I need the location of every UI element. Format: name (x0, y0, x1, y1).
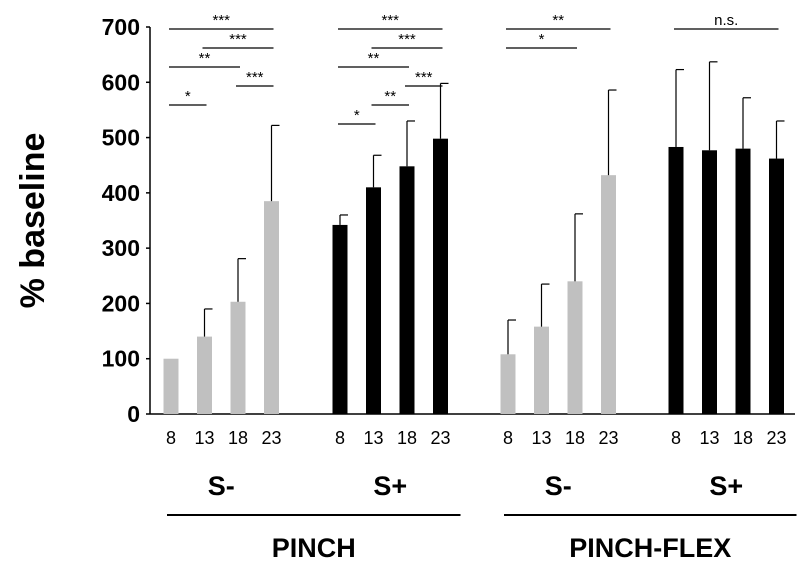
y-tick-label: 300 (102, 235, 140, 261)
x-tick-label: 18 (397, 428, 417, 448)
x-tick-label: 23 (766, 428, 786, 448)
x-tick-label: 18 (565, 428, 585, 448)
bar (769, 158, 784, 414)
error-bars (203, 61, 785, 355)
bar (163, 358, 179, 414)
x-tick-label: 18 (228, 428, 248, 448)
significance-label: *** (398, 31, 416, 48)
x-tick-label: 13 (531, 428, 551, 448)
significance-label: *** (415, 69, 433, 86)
x-tick-label: 23 (261, 428, 281, 448)
x-tick-label: 8 (671, 428, 681, 448)
bar (500, 354, 516, 414)
bar (366, 187, 381, 414)
bar (399, 166, 415, 414)
subgroup-label: S- (208, 471, 235, 501)
significance-label: *** (212, 12, 230, 29)
bar (601, 175, 616, 414)
y-axis-label: % baseline (14, 133, 52, 309)
x-tick-label: 13 (699, 428, 719, 448)
significance-label: *** (381, 12, 399, 29)
y-tick-label: 200 (102, 290, 140, 316)
bar (702, 150, 717, 414)
y-tick-label: 600 (102, 69, 140, 95)
bar (230, 301, 246, 414)
significance-label: *** (246, 69, 264, 86)
significance-label: ** (368, 50, 380, 67)
x-tick-label: 8 (166, 428, 176, 448)
x-tick-label: 8 (503, 428, 513, 448)
subgroup-label: S+ (373, 471, 407, 501)
y-tick-label: 100 (102, 346, 140, 372)
y-tick-label: 0 (127, 401, 140, 427)
bar (433, 138, 448, 415)
bar (264, 201, 279, 414)
x-tick-label: 18 (733, 428, 753, 448)
significance-label: * (354, 107, 360, 124)
significance-label: n.s. (714, 12, 738, 29)
labels: % baseline 8 13 18 23 8 13 18 23 8 13 18 23 8 13 18 23 S-… (14, 133, 797, 563)
condition-label: PINCH-FLEX (569, 533, 731, 563)
y-tick-label: 700 (102, 14, 140, 40)
bar (332, 224, 348, 414)
subgroup-label: S+ (709, 471, 743, 501)
x-tick-label: 13 (363, 428, 383, 448)
significance-label: *** (229, 31, 247, 48)
bar (735, 148, 751, 414)
significance-label: ** (552, 12, 564, 29)
x-tick-label: 8 (335, 428, 345, 448)
x-tick-label: 23 (430, 428, 450, 448)
x-tick-label: 13 (194, 428, 214, 448)
significance-label: * (539, 31, 545, 48)
significance-label: * (185, 88, 191, 105)
bar (534, 326, 549, 414)
y-tick-label: 400 (102, 180, 140, 206)
significance-brackets: *****************************n.s. (169, 12, 779, 125)
subgroup-label: S- (545, 471, 572, 501)
significance-label: ** (384, 88, 396, 105)
x-tick-label: 23 (598, 428, 618, 448)
significance-label: ** (199, 50, 211, 67)
y-tick-label: 500 (102, 125, 140, 151)
bar (668, 146, 684, 414)
bar (567, 281, 583, 414)
bars (163, 138, 784, 415)
axes: 0 100 200 300 400 500 600 700 (102, 14, 795, 427)
condition-label: PINCH (272, 533, 356, 563)
bar (197, 336, 212, 414)
